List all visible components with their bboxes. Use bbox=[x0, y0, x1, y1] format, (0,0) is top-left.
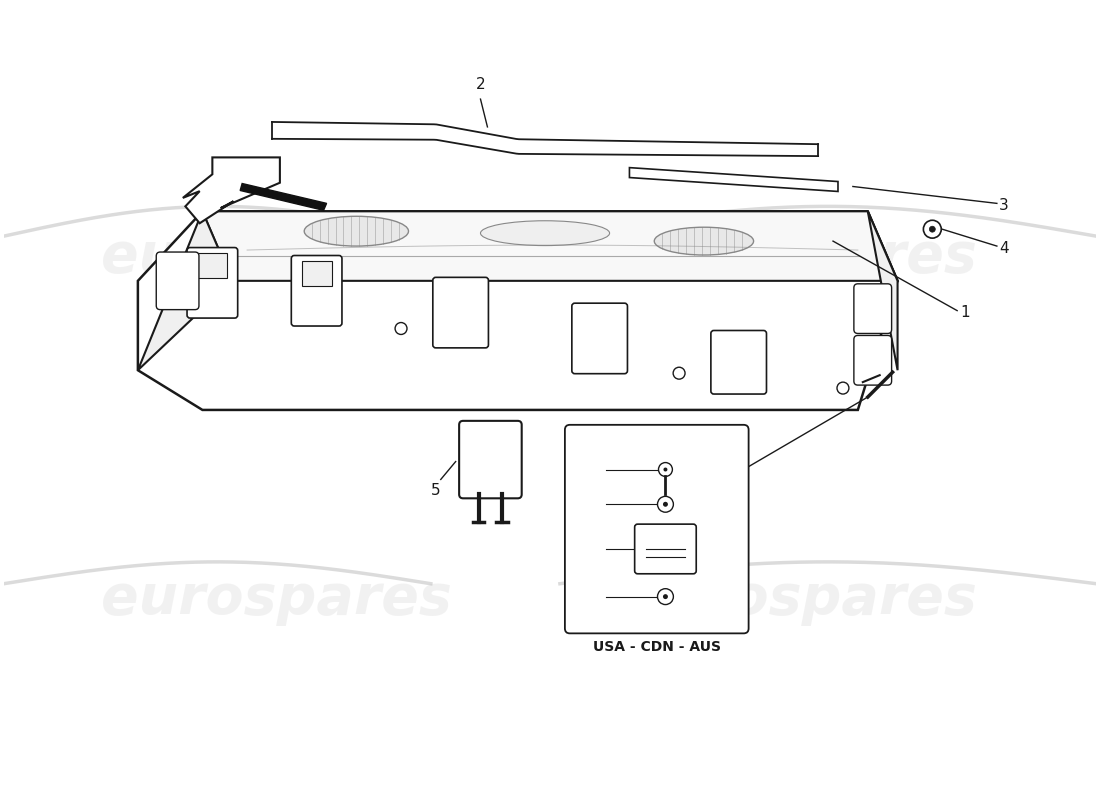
Text: USA - CDN - AUS: USA - CDN - AUS bbox=[593, 640, 721, 654]
Text: 6: 6 bbox=[593, 542, 602, 556]
Polygon shape bbox=[202, 211, 898, 281]
Text: 8: 8 bbox=[593, 462, 602, 477]
FancyBboxPatch shape bbox=[565, 425, 749, 634]
Polygon shape bbox=[138, 211, 898, 410]
Ellipse shape bbox=[654, 227, 754, 255]
Text: eurospares: eurospares bbox=[626, 230, 977, 284]
Text: 4: 4 bbox=[999, 241, 1009, 255]
Circle shape bbox=[659, 462, 672, 477]
Text: 7: 7 bbox=[593, 590, 602, 604]
Circle shape bbox=[663, 594, 668, 599]
Circle shape bbox=[663, 502, 668, 506]
Bar bbox=[198, 253, 228, 278]
Bar bbox=[301, 261, 331, 286]
Ellipse shape bbox=[481, 221, 609, 246]
FancyBboxPatch shape bbox=[854, 284, 892, 334]
FancyBboxPatch shape bbox=[711, 330, 767, 394]
FancyBboxPatch shape bbox=[459, 421, 521, 498]
Circle shape bbox=[658, 496, 673, 512]
Circle shape bbox=[837, 382, 849, 394]
Polygon shape bbox=[240, 183, 327, 210]
Polygon shape bbox=[138, 211, 232, 370]
Text: eurospares: eurospares bbox=[626, 572, 977, 626]
FancyBboxPatch shape bbox=[854, 335, 892, 385]
Circle shape bbox=[162, 290, 174, 302]
FancyBboxPatch shape bbox=[187, 247, 238, 318]
Ellipse shape bbox=[305, 216, 408, 246]
Circle shape bbox=[930, 226, 935, 232]
Circle shape bbox=[395, 322, 407, 334]
Polygon shape bbox=[629, 168, 838, 191]
Polygon shape bbox=[183, 158, 279, 223]
Text: 9: 9 bbox=[593, 498, 602, 511]
Text: eurospares: eurospares bbox=[101, 572, 452, 626]
Text: 1: 1 bbox=[960, 305, 970, 320]
Text: 5: 5 bbox=[431, 483, 441, 498]
FancyBboxPatch shape bbox=[432, 278, 488, 348]
FancyBboxPatch shape bbox=[635, 524, 696, 574]
Text: eurospares: eurospares bbox=[101, 230, 452, 284]
Text: 3: 3 bbox=[999, 198, 1009, 213]
Circle shape bbox=[923, 220, 942, 238]
Circle shape bbox=[658, 589, 673, 605]
Text: 2: 2 bbox=[475, 77, 485, 92]
FancyBboxPatch shape bbox=[572, 303, 627, 374]
Circle shape bbox=[673, 367, 685, 379]
Polygon shape bbox=[868, 211, 898, 370]
FancyBboxPatch shape bbox=[292, 255, 342, 326]
FancyBboxPatch shape bbox=[156, 252, 199, 310]
Circle shape bbox=[663, 467, 668, 471]
